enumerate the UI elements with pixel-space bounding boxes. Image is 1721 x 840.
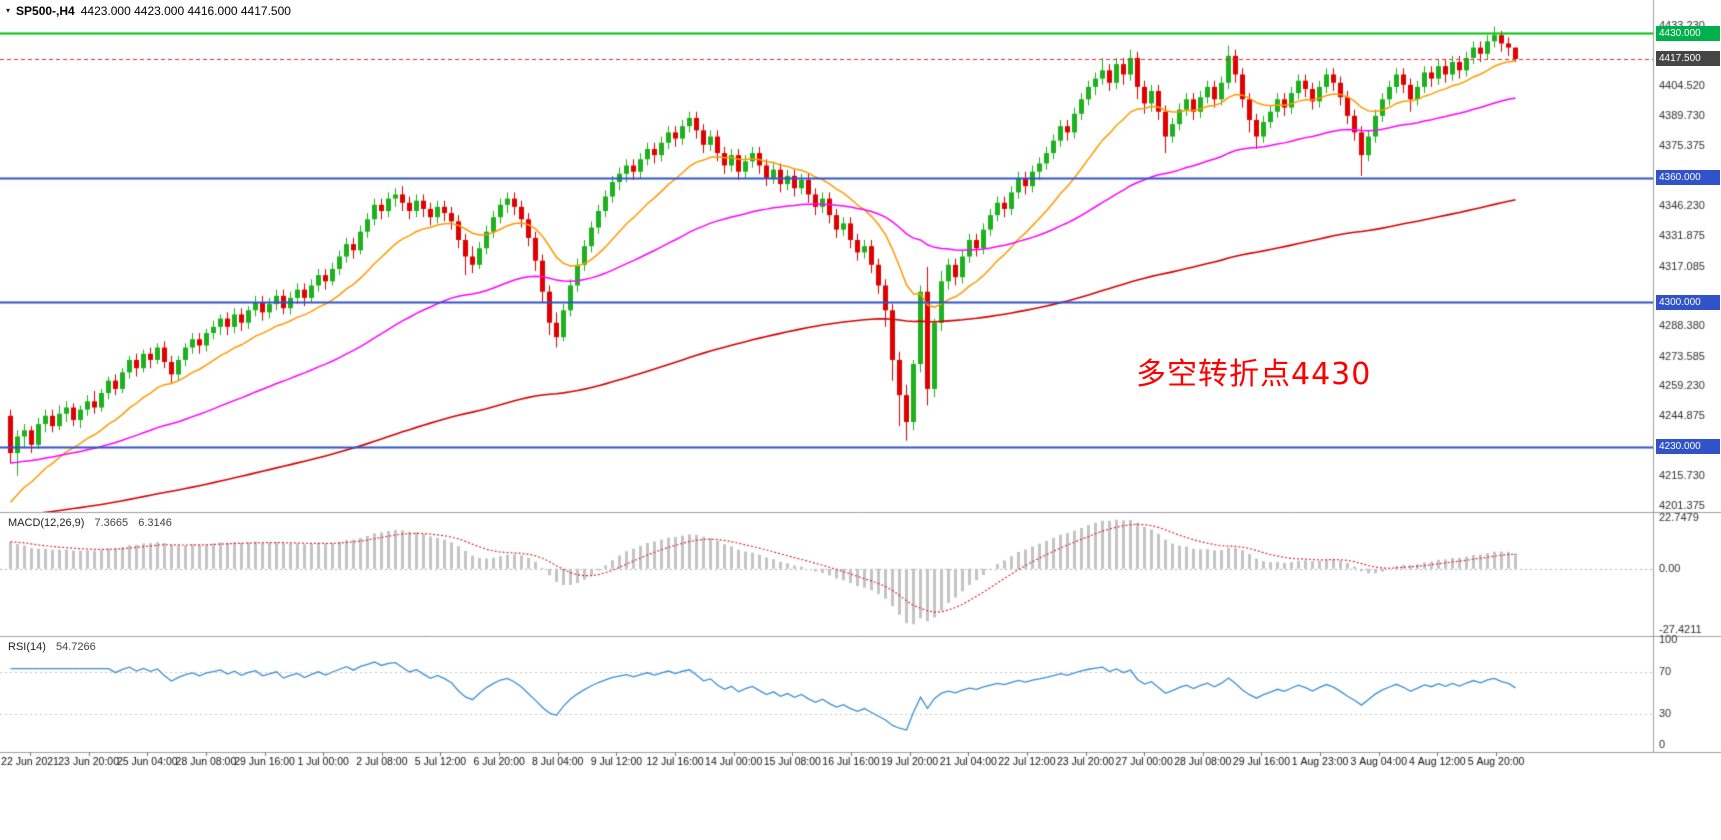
- symbol-marker-icon: ▾: [6, 6, 11, 15]
- pivot-annotation[interactable]: 多空转折点4430: [1136, 357, 1372, 392]
- rsi-indicator-label: RSI(14) 54.7266: [8, 641, 96, 653]
- macd-indicator-label: MACD(12,26,9) 7.3665 6.3146: [8, 517, 172, 529]
- price-tag-resistance-4360[interactable]: 4360.000: [1656, 170, 1720, 186]
- ohlc-readout: 4423.000 4423.000 4416.000 4417.500: [80, 4, 291, 18]
- rsi-value: 54.7266: [55, 641, 96, 653]
- price-tag-pivot-4430[interactable]: 4430.000: [1656, 25, 1720, 41]
- chart-header: ▾ SP500-,H4 4423.000 4423.000 4416.000 4…: [6, 4, 291, 18]
- rsi-name: RSI(14): [8, 641, 46, 653]
- symbol-timeframe-label: SP500-,H4: [16, 4, 75, 18]
- price-tag-support-4230[interactable]: 4230.000: [1656, 439, 1720, 455]
- price-tag-support-4300[interactable]: 4300.000: [1656, 294, 1720, 310]
- macd-main-value: 7.3665: [94, 517, 129, 529]
- macd-signal-value: 6.3146: [138, 517, 172, 529]
- price-tag-current-price: 4417.500: [1656, 51, 1720, 67]
- macd-name: MACD(12,26,9): [8, 517, 85, 529]
